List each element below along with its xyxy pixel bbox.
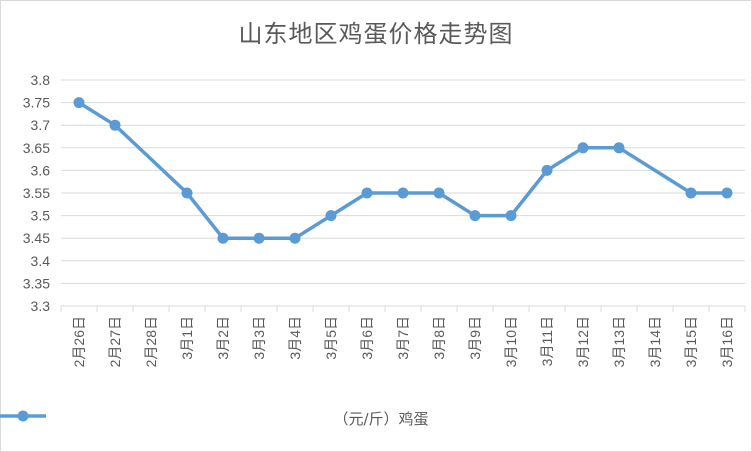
data-point <box>253 232 265 244</box>
y-tick-label: 3.55 <box>23 185 50 201</box>
y-tick-label: 3.75 <box>23 95 50 111</box>
x-tick-label: 2月26日 <box>71 316 87 367</box>
x-tick-label: 3月3日 <box>251 316 267 360</box>
data-point <box>721 187 733 199</box>
x-tick-label: 3月8日 <box>431 316 447 360</box>
legend-label: （元/斤）鸡蛋 <box>333 410 429 428</box>
data-point <box>541 164 553 176</box>
x-tick-label: 3月1日 <box>179 316 195 360</box>
legend: （元/斤）鸡蛋 <box>0 408 752 429</box>
data-point <box>397 187 409 199</box>
data-point <box>109 119 121 131</box>
data-point <box>325 210 337 222</box>
x-tick-label: 3月11日 <box>539 316 555 366</box>
x-tick-label: 3月10日 <box>503 316 519 367</box>
data-point <box>433 187 445 199</box>
x-tick-label: 3月15日 <box>683 316 699 367</box>
data-point <box>289 232 301 244</box>
x-axis-ticks: 2月26日 2月27日 2月28日 3月1日 3月2日 3月3日 3月4日 3月5日 3月6日 3… <box>60 306 746 367</box>
x-tick-label: 3月4日 <box>287 316 303 360</box>
x-tick-label: 2月28日 <box>143 316 159 367</box>
data-point <box>361 187 373 199</box>
x-tick-label: 3月2日 <box>215 316 231 360</box>
data-point <box>685 187 697 199</box>
y-tick-label: 3.45 <box>23 230 50 246</box>
y-tick-label: 3.5 <box>31 208 51 224</box>
x-tick-label: 3月14日 <box>647 316 663 367</box>
y-tick-label: 3.8 <box>31 72 51 88</box>
x-tick-label: 3月16日 <box>719 316 735 367</box>
x-tick-label: 3月5日 <box>323 316 339 360</box>
x-tick-label: 2月27日 <box>107 316 123 367</box>
data-point <box>505 210 517 222</box>
legend-marker <box>0 410 46 422</box>
data-point <box>577 142 589 154</box>
data-point <box>181 187 193 199</box>
y-tick-label: 3.7 <box>31 117 51 133</box>
x-tick-label: 3月7日 <box>395 316 411 360</box>
x-tick-label: 3月9日 <box>467 316 483 360</box>
y-tick-label: 3.3 <box>31 298 51 314</box>
x-tick-label: 3月13日 <box>611 316 627 367</box>
y-tick-label: 3.65 <box>23 140 50 156</box>
data-point <box>217 232 229 244</box>
series-group <box>73 97 733 244</box>
y-tick-label: 3.6 <box>31 162 51 178</box>
y-tick-label: 3.35 <box>23 275 50 291</box>
y-axis-ticks: 3.3 3.35 3.4 3.45 3.5 3.55 3.6 3.65 3.7 3.75 3.8 <box>23 72 50 314</box>
y-tick-label: 3.4 <box>31 253 51 269</box>
x-tick-label: 3月12日 <box>575 316 591 367</box>
data-point <box>613 142 625 154</box>
chart-title: 山东地区鸡蛋价格走势图 <box>238 20 514 48</box>
data-point <box>73 97 85 109</box>
data-point <box>469 210 481 222</box>
x-tick-label: 3月6日 <box>359 316 375 360</box>
